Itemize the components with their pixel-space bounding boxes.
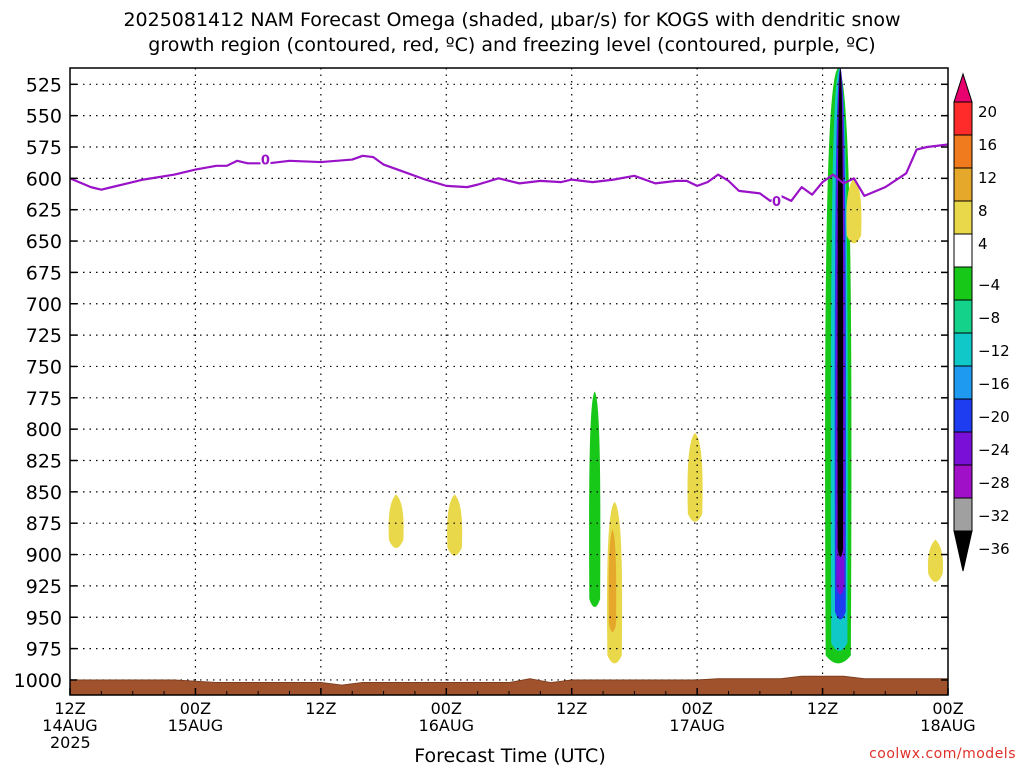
x-tick-label-24-0: 12Z bbox=[305, 699, 336, 718]
colorbar-swatch-5 bbox=[953, 233, 973, 268]
x-tick-label-12-1: 15AUG bbox=[168, 716, 223, 735]
y-tick-label-825: 825 bbox=[26, 451, 62, 473]
x-tick-label-0-2: 2025 bbox=[50, 733, 91, 752]
y-tick-label-650: 650 bbox=[26, 231, 62, 253]
colorbar-swatch-1 bbox=[953, 101, 973, 136]
freezing-level-layer: 00 bbox=[69, 143, 949, 210]
omega-shading-layer bbox=[70, 68, 948, 695]
ground-surface bbox=[69, 675, 949, 696]
freezing-label-bg-1 bbox=[771, 193, 782, 208]
y-tick-label-725: 725 bbox=[26, 325, 62, 347]
plot-area bbox=[70, 68, 948, 695]
site-credit-link[interactable]: coolwx.com/models bbox=[869, 746, 1016, 762]
x-tick-label-0-1: 14AUG bbox=[42, 716, 97, 735]
x-tick-label-12-0: 00Z bbox=[180, 699, 211, 718]
colorbar-swatch-10 bbox=[953, 398, 973, 433]
x-tick-label-48-0: 12Z bbox=[556, 699, 587, 718]
axes-layer: 525 550 575 600 625 650 675 700 725 750 775 800 825 8… bbox=[14, 67, 976, 752]
y-tick-label-750: 750 bbox=[26, 356, 62, 378]
colorbar-layer: 20 16 12 8 4 −4 −8 −12 −16 −20 −24 −28 −32 −36 bbox=[953, 72, 1010, 572]
colorbar-label-1: 16 bbox=[978, 136, 997, 154]
y-tick-label-700: 700 bbox=[26, 294, 62, 316]
y-tick-label-925: 925 bbox=[26, 576, 62, 598]
chart-title-line-1: 2025081412 NAM Forecast Omega (shaded, μ… bbox=[123, 9, 901, 31]
x-tick-label-84-0: 00Z bbox=[932, 699, 963, 718]
x-tick-label-36-1: 16AUG bbox=[419, 716, 474, 735]
omega-region-11 bbox=[837, 68, 844, 557]
ground-layer bbox=[69, 675, 949, 696]
colorbar-label-4: 4 bbox=[978, 235, 988, 253]
colorbar-swatch-0 bbox=[953, 72, 973, 103]
colorbar-swatch-2 bbox=[953, 134, 973, 169]
colorbar-swatch-4 bbox=[953, 200, 973, 235]
colorbar-swatch-14 bbox=[953, 530, 973, 572]
y-tick-label-550: 550 bbox=[26, 106, 62, 128]
y-tick-label-625: 625 bbox=[26, 200, 62, 222]
x-tick-label-60-1: 17AUG bbox=[669, 716, 724, 735]
y-tick-label-575: 575 bbox=[26, 137, 62, 159]
colorbar-label-3: 8 bbox=[978, 202, 988, 220]
colorbar-swatch-3 bbox=[953, 167, 973, 202]
colorbar-label-10: −24 bbox=[978, 441, 1010, 459]
colorbar-label-0: 20 bbox=[978, 103, 997, 121]
colorbar-label-5: −4 bbox=[978, 276, 1000, 294]
freezing-level-line bbox=[69, 143, 949, 203]
y-tick-label-1000: 1000 bbox=[14, 670, 62, 692]
colorbar-swatch-11 bbox=[953, 431, 973, 466]
x-axis-title: Forecast Time (UTC) bbox=[414, 745, 606, 767]
colorbar-swatch-6 bbox=[953, 266, 973, 301]
colorbar-label-13: −36 bbox=[978, 540, 1010, 558]
colorbar-label-2: 12 bbox=[978, 169, 997, 187]
y-tick-label-775: 775 bbox=[26, 388, 62, 410]
colorbar-label-11: −28 bbox=[978, 474, 1010, 492]
y-tick-label-950: 950 bbox=[26, 607, 62, 629]
omega-region-0 bbox=[388, 494, 404, 549]
omega-region-12 bbox=[846, 178, 862, 244]
x-tick-label-84-1: 18AUG bbox=[920, 716, 975, 735]
colorbar-label-8: −16 bbox=[978, 375, 1010, 393]
x-tick-label-60-0: 00Z bbox=[681, 699, 712, 718]
colorbar-swatch-13 bbox=[953, 497, 973, 532]
x-tick-label-72-0: 12Z bbox=[807, 699, 838, 718]
colorbar-label-12: −32 bbox=[978, 507, 1010, 525]
freezing-level-label-0: 0 bbox=[261, 154, 270, 169]
grid-layer bbox=[70, 68, 948, 695]
y-tick-label-850: 850 bbox=[26, 482, 62, 504]
y-tick-label-975: 975 bbox=[26, 639, 62, 661]
x-tick-label-0-0: 12Z bbox=[54, 699, 85, 718]
colorbar-swatch-12 bbox=[953, 464, 973, 499]
colorbar-swatch-9 bbox=[953, 365, 973, 400]
colorbar-swatch-7 bbox=[953, 299, 973, 334]
colorbar-swatch-8 bbox=[953, 332, 973, 367]
freezing-label-bg-0 bbox=[260, 152, 271, 167]
freezing-level-label-1: 0 bbox=[772, 195, 781, 210]
y-tick-label-675: 675 bbox=[26, 262, 62, 284]
omega-region-4 bbox=[589, 391, 601, 607]
colorbar-label-6: −8 bbox=[978, 309, 1000, 327]
y-tick-label-600: 600 bbox=[26, 168, 62, 190]
x-tick-label-36-0: 00Z bbox=[431, 699, 462, 718]
omega-region-1 bbox=[447, 494, 463, 556]
y-tick-label-875: 875 bbox=[26, 513, 62, 535]
y-tick-label-800: 800 bbox=[26, 419, 62, 441]
omega-region-5 bbox=[687, 432, 703, 522]
colorbar-label-9: −20 bbox=[978, 408, 1010, 426]
y-tick-label-525: 525 bbox=[26, 74, 62, 96]
y-tick-label-900: 900 bbox=[26, 545, 62, 567]
chart-title-line-2: growth region (contoured, red, ºC) and f… bbox=[148, 34, 876, 56]
colorbar-label-7: −12 bbox=[978, 342, 1010, 360]
omega-region-6 bbox=[927, 539, 943, 582]
